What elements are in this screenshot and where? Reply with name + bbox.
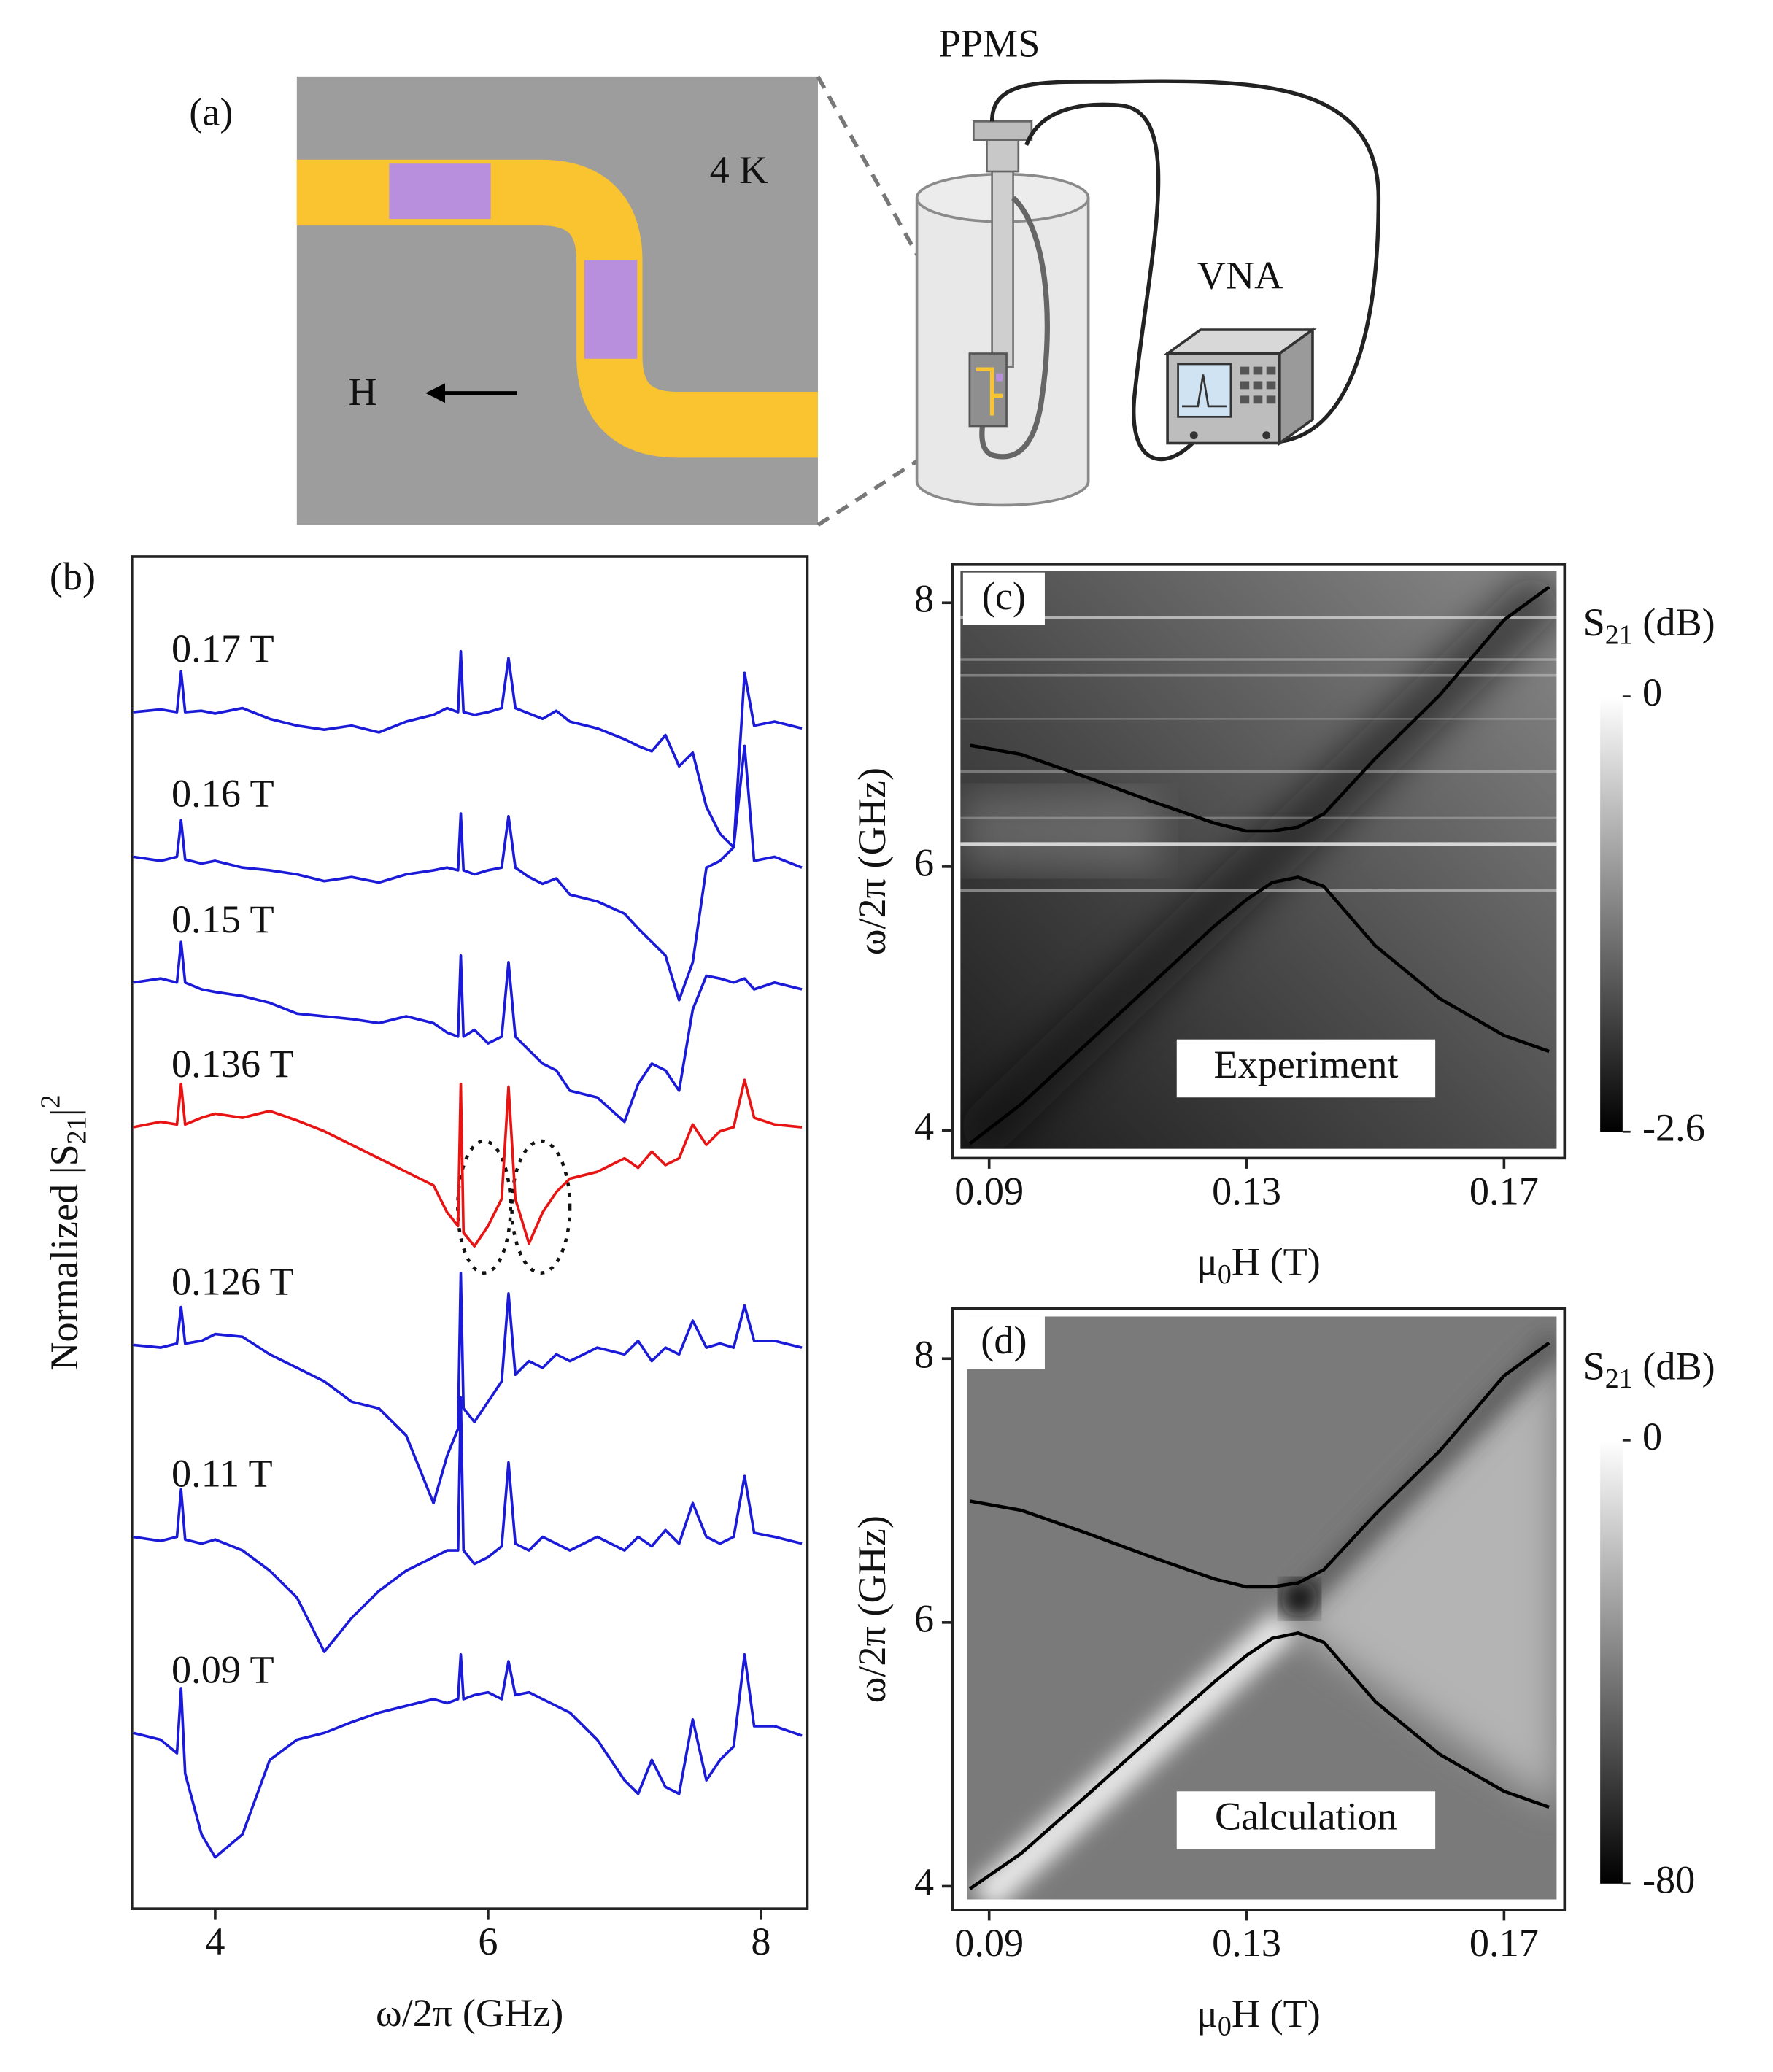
y-axis-label: ω/2π (GHz) xyxy=(850,768,894,955)
vna xyxy=(1163,327,1317,447)
plot-area xyxy=(133,649,803,1859)
spectrum-line xyxy=(133,1272,803,1505)
colorbar-label-part: 21 xyxy=(1605,619,1633,650)
x-tick-label: 6 xyxy=(478,1920,498,1963)
x-tick-label: 8 xyxy=(751,1920,770,1963)
x-axis-label: μ0H (T) xyxy=(1197,1240,1321,1290)
spectrum-line xyxy=(133,1078,803,1248)
trace-label: 0.09 T xyxy=(171,1647,274,1691)
colorbar-label-part: (dB) xyxy=(1633,1345,1715,1388)
trace-label: 0.11 T xyxy=(171,1452,273,1496)
axes-frame xyxy=(951,563,1567,1160)
mode-curve xyxy=(968,875,1550,1145)
y-tick-label: 4 xyxy=(914,1860,934,1904)
y-tick-label: 4 xyxy=(914,1105,934,1148)
plot-area xyxy=(968,585,1550,1145)
temperature-label: 4 K xyxy=(710,148,768,192)
annotation: Calculation xyxy=(1215,1794,1397,1838)
spectrum-line xyxy=(133,1396,803,1653)
magnet-1 xyxy=(389,163,491,220)
cryostat xyxy=(915,120,1090,507)
y-tick-label: 6 xyxy=(914,1596,934,1640)
x-axis-label-part: μ xyxy=(1197,1240,1218,1284)
trace-label: 0.136 T xyxy=(171,1042,294,1086)
annotation-box xyxy=(1176,1039,1436,1098)
colorbar-label-part: S xyxy=(1583,600,1605,644)
x-tick-label: 0.13 xyxy=(1212,1921,1281,1965)
panel-label: (a) xyxy=(189,90,233,134)
highlight-ellipse xyxy=(510,1139,572,1275)
x-axis-label-part: H (T) xyxy=(1232,1240,1321,1284)
zoom-line xyxy=(816,422,975,527)
panel-label: (d) xyxy=(981,1318,1027,1362)
trace-label: 0.16 T xyxy=(171,771,274,815)
x-tick-label: 0.09 xyxy=(954,1169,1024,1213)
x-axis-label: ω/2π (GHz) xyxy=(376,1991,563,2035)
spectrum-line xyxy=(133,649,803,849)
colorbar-label: S21 (dB) xyxy=(1583,1345,1715,1394)
colorbar-tick-label: 0 xyxy=(1642,670,1662,714)
x-axis-label-part: 0 xyxy=(1218,2011,1232,2041)
colorbar-tick-label: 0 xyxy=(1642,1415,1662,1458)
panel-label: (b) xyxy=(50,554,96,598)
x-tick-label: 0.17 xyxy=(1469,1169,1539,1213)
magnet-2 xyxy=(584,260,638,359)
spectrum-line xyxy=(133,1652,803,1859)
spectrum-line xyxy=(133,744,803,1002)
x-tick-label: 4 xyxy=(205,1920,225,1963)
y-axis-label: Normalized |S21|2 xyxy=(35,1094,92,1370)
annotation-box xyxy=(1176,1791,1436,1849)
instrument-label: VNA xyxy=(1197,254,1283,298)
trace-label: 0.17 T xyxy=(171,627,274,670)
trace-label: 0.15 T xyxy=(171,897,274,941)
y-axis-label-part: | xyxy=(42,1108,86,1116)
panel-label-box xyxy=(962,572,1045,625)
panel-label: (c) xyxy=(982,574,1026,618)
x-axis-label-part: H (T) xyxy=(1232,1992,1321,2036)
colorbar xyxy=(1600,1440,1623,1884)
panel-a: (a) 4 K H PPMS VNA xyxy=(189,22,1381,527)
y-tick-label: 6 xyxy=(914,840,934,884)
axes-frame xyxy=(131,555,809,1910)
mode-curve xyxy=(968,1631,1550,1890)
x-tick-label: 0.13 xyxy=(1212,1169,1281,1213)
trace-label: 0.126 T xyxy=(171,1259,294,1303)
field-label: H xyxy=(349,370,377,414)
y-tick-label: 8 xyxy=(914,1333,934,1377)
annotation: Experiment xyxy=(1213,1043,1398,1086)
y-axis-label-part: 21 xyxy=(61,1116,92,1144)
y-axis-label-part: 2 xyxy=(35,1094,66,1108)
cable xyxy=(989,79,1381,444)
x-tick-label: 0.17 xyxy=(1469,1921,1539,1965)
x-axis-label: μ0H (T) xyxy=(1197,1992,1321,2042)
y-axis-label-part: Normalized |S xyxy=(42,1144,86,1370)
colorbar xyxy=(1600,696,1623,1132)
x-axis-label-part: 0 xyxy=(1218,1259,1232,1290)
panel-label-box xyxy=(962,1316,1045,1369)
plot-area xyxy=(968,1341,1550,1890)
spectrum-line xyxy=(133,940,803,1124)
x-tick-label: 0.09 xyxy=(954,1921,1024,1965)
y-axis-label: ω/2π (GHz) xyxy=(850,1515,894,1703)
colorbar-label: S21 (dB) xyxy=(1583,600,1715,650)
colorbar-label-part: (dB) xyxy=(1633,600,1715,644)
cable xyxy=(1024,102,1196,462)
axes-frame xyxy=(951,1307,1567,1911)
colorbar-label-part: S xyxy=(1583,1345,1605,1388)
x-axis-label-part: μ xyxy=(1197,1992,1218,2036)
mode-curve xyxy=(969,585,1550,833)
y-tick-label: 8 xyxy=(914,577,934,621)
colorbar-tick-label: -80 xyxy=(1642,1858,1695,1901)
colorbar-tick-label: -2.6 xyxy=(1642,1106,1705,1150)
mode-curve xyxy=(969,1341,1550,1589)
zoom-line xyxy=(816,75,976,357)
instrument-label: PPMS xyxy=(939,22,1040,66)
highlight-ellipse xyxy=(456,1139,512,1275)
colorbar-label-part: 21 xyxy=(1605,1364,1633,1394)
